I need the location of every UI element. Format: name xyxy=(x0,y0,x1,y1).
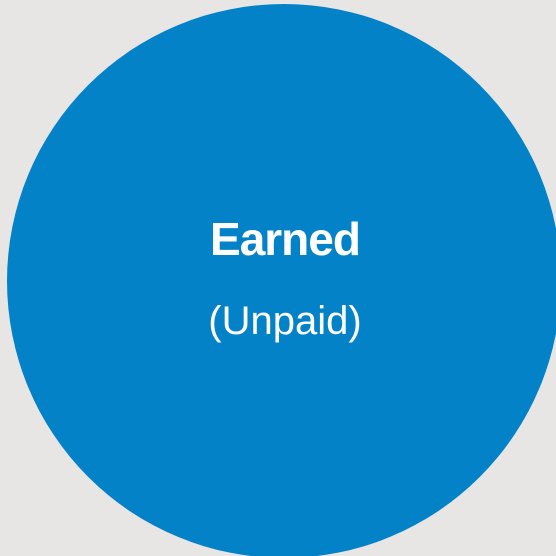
circle-title: Earned xyxy=(210,213,360,265)
circle xyxy=(7,4,556,556)
circle-subtitle: (Unpaid) xyxy=(208,299,361,343)
